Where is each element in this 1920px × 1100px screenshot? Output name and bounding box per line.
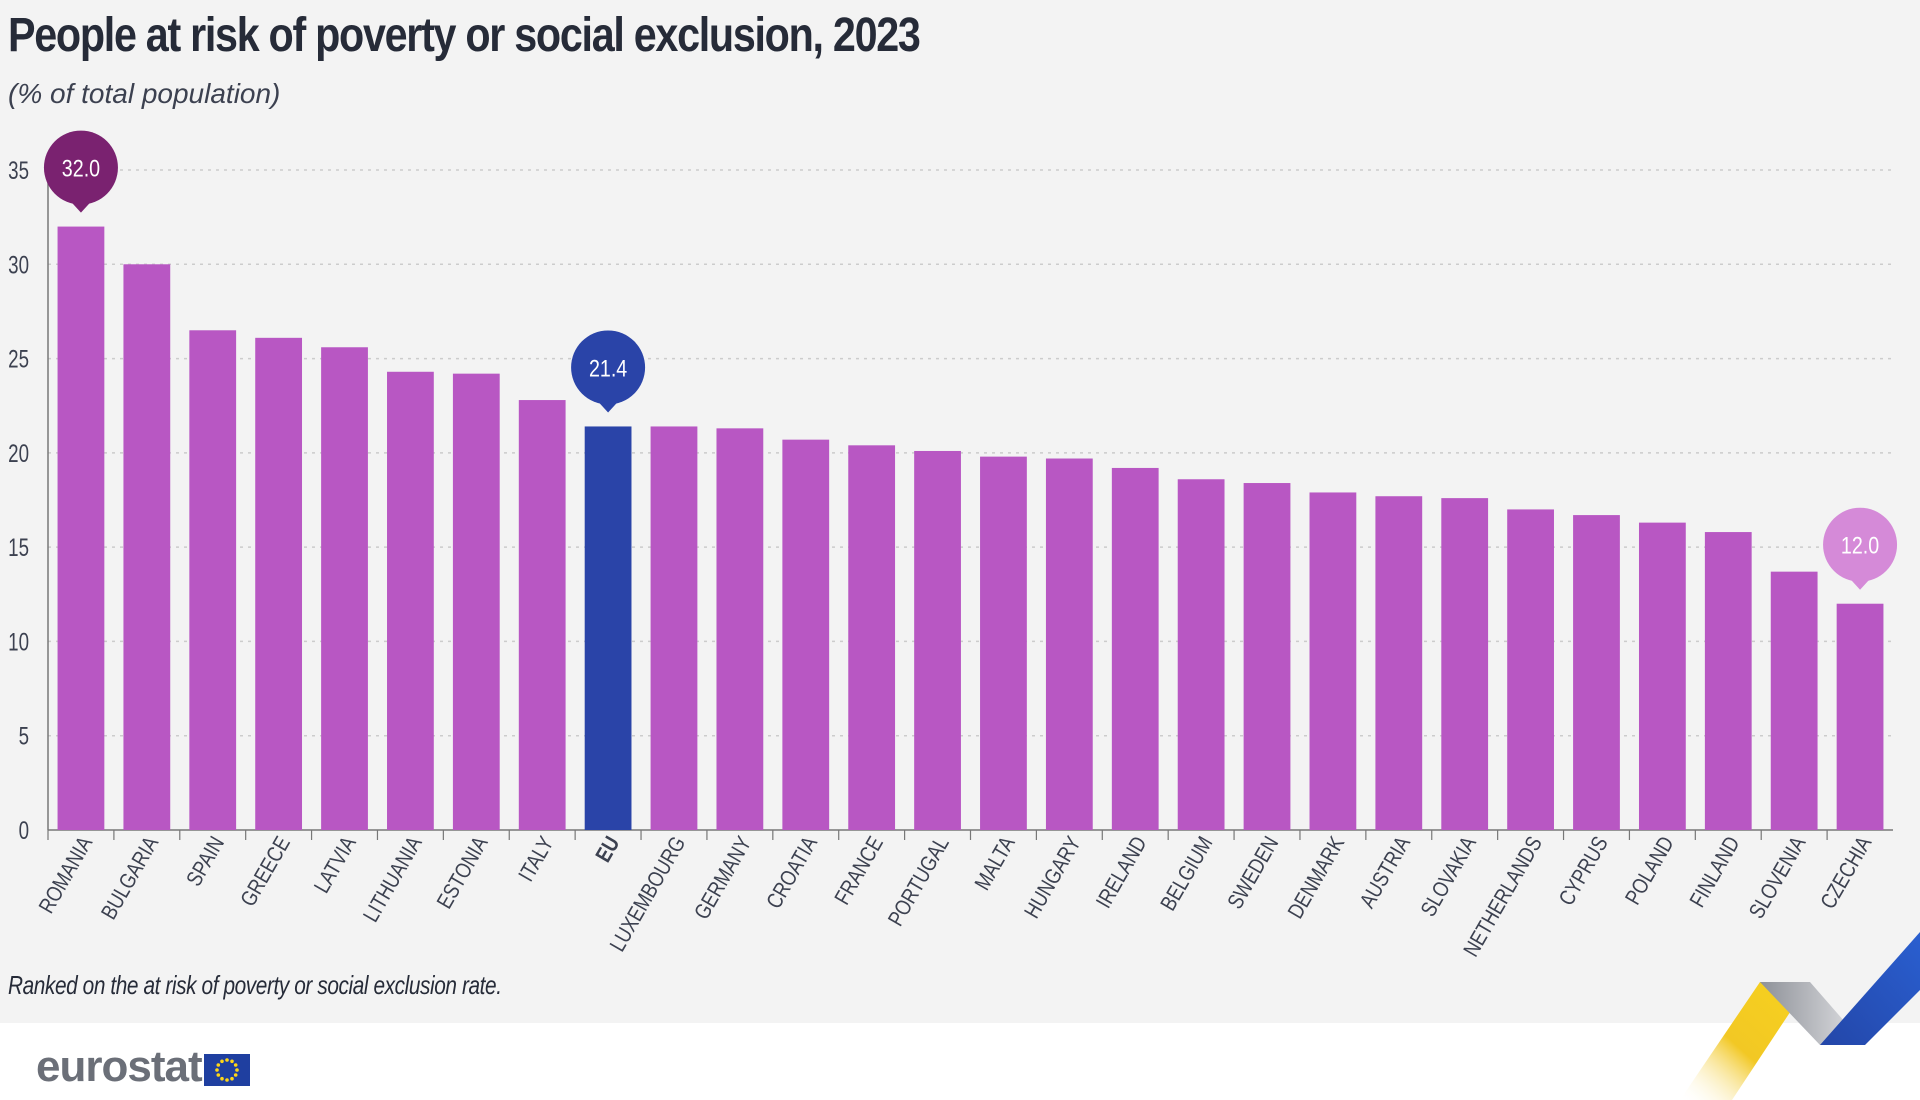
y-tick-label: 0	[19, 816, 29, 844]
callout-eu: 21.4	[571, 330, 646, 413]
bar-czechia	[1836, 603, 1884, 830]
x-label-portugal: PORTUGAL	[884, 833, 954, 931]
eu-flag-icon	[203, 1054, 250, 1086]
x-label-slovakia: SLOVAKIA	[1417, 832, 1482, 921]
y-tick-label: 20	[8, 439, 29, 467]
x-label-estonia: ESTONIA	[433, 832, 494, 913]
y-axis-ticks: 0 5 10 15 20 25 30 35	[8, 156, 29, 844]
x-label-bulgaria: BULGARIA	[97, 832, 164, 923]
bar-portugal	[914, 450, 961, 830]
bar-croatia	[782, 439, 830, 830]
ribbon-blue	[1820, 932, 1920, 1045]
x-label-malta: MALTA	[971, 832, 1021, 894]
x-label-greece: GREECE	[236, 833, 295, 911]
y-tick-label: 35	[8, 156, 29, 184]
bar-poland	[1638, 522, 1686, 830]
bar-luxembourg	[650, 426, 698, 830]
decorative-ribbon	[1680, 932, 1920, 1100]
x-label-finland: FINLAND	[1686, 833, 1745, 912]
bar-spain	[189, 330, 237, 830]
bar-ireland	[1111, 467, 1159, 830]
y-tick-label: 25	[8, 345, 29, 373]
bar-malta	[980, 456, 1027, 830]
bar-finland	[1704, 532, 1752, 830]
bar-denmark	[1309, 492, 1357, 830]
bar-eu	[584, 426, 632, 830]
bar-cyprus	[1573, 515, 1620, 830]
bar-hungary	[1045, 458, 1093, 830]
x-label-eu: EU	[591, 833, 624, 867]
logo-text: eurostat	[36, 1042, 203, 1091]
x-label-denmark: DENMARK	[1284, 832, 1350, 923]
bar-sweden	[1243, 483, 1291, 830]
y-tick-label: 15	[8, 534, 29, 562]
bar-netherlands	[1507, 509, 1554, 830]
bar-slovenia	[1770, 571, 1818, 830]
x-label-france: FRANCE	[830, 833, 888, 909]
x-label-poland: POLAND	[1621, 833, 1679, 909]
bar-chart: 0 5 10 15 20 25 30 35 ROMANIA BULGARIA SPAIN GREEC…	[8, 130, 1898, 960]
x-label-croatia: CROATIA	[762, 832, 823, 913]
y-tick-label: 5	[19, 722, 29, 750]
bar-bulgaria	[123, 264, 171, 830]
bar-austria	[1375, 496, 1423, 830]
bar-germany	[716, 428, 764, 830]
bar-italy	[518, 400, 566, 830]
x-label-sweden: SWEDEN	[1223, 833, 1283, 914]
x-label-austria: AUSTRIA	[1356, 832, 1416, 912]
x-label-italy: ITALY	[514, 833, 559, 886]
x-label-germany: GERMANY	[690, 833, 756, 924]
bar-france	[848, 445, 896, 830]
bar-belgium	[1177, 479, 1225, 830]
x-label-czechia: CZECHIA	[1816, 832, 1877, 913]
value-callouts: 32.0 21.4 12.0	[43, 130, 1898, 590]
footer	[0, 1023, 1920, 1100]
chart-note: Ranked on the at risk of poverty or soci…	[8, 970, 502, 1000]
x-label-spain: SPAIN	[182, 833, 229, 891]
x-label-slovenia: SLOVENIA	[1745, 832, 1811, 923]
ribbon-yellow	[1680, 982, 1810, 1100]
x-label-lithuania: LITHUANIA	[359, 832, 427, 926]
bar-lithuania	[387, 371, 434, 830]
eurostat-logo: eurostat	[36, 1042, 250, 1092]
y-tick-label: 10	[8, 628, 29, 656]
x-axis-labels: ROMANIA BULGARIA SPAIN GREECE LATVIALITHUANI…	[35, 832, 1877, 960]
y-tick-label: 30	[8, 251, 29, 279]
bars	[57, 226, 1884, 831]
callout-value: 21.4	[589, 355, 627, 382]
bar-slovakia	[1441, 498, 1489, 830]
x-label-hungary: HUNGARY	[1020, 833, 1086, 923]
callout-czechia: 12.0	[1823, 507, 1898, 590]
x-label-belgium: BELGIUM	[1156, 833, 1217, 915]
callout-romania: 32.0	[43, 130, 118, 213]
x-label-cyprus: CYPRUS	[1555, 833, 1613, 910]
bar-greece	[255, 337, 303, 830]
chart-subtitle: (% of total population)	[8, 78, 281, 109]
callout-bubble	[43, 130, 118, 205]
chart-title: People at risk of poverty or social excl…	[8, 9, 921, 62]
x-label-ireland: IRELAND	[1092, 833, 1152, 913]
callout-bubble	[1823, 507, 1898, 582]
bar-latvia	[321, 347, 368, 830]
callout-bubble	[571, 330, 646, 405]
callout-value: 12.0	[1841, 532, 1879, 559]
callout-value: 32.0	[62, 155, 100, 182]
x-label-latvia: LATVIA	[310, 832, 361, 897]
x-label-romania: ROMANIA	[35, 832, 98, 917]
bar-romania	[57, 226, 105, 831]
bar-estonia	[452, 373, 500, 830]
